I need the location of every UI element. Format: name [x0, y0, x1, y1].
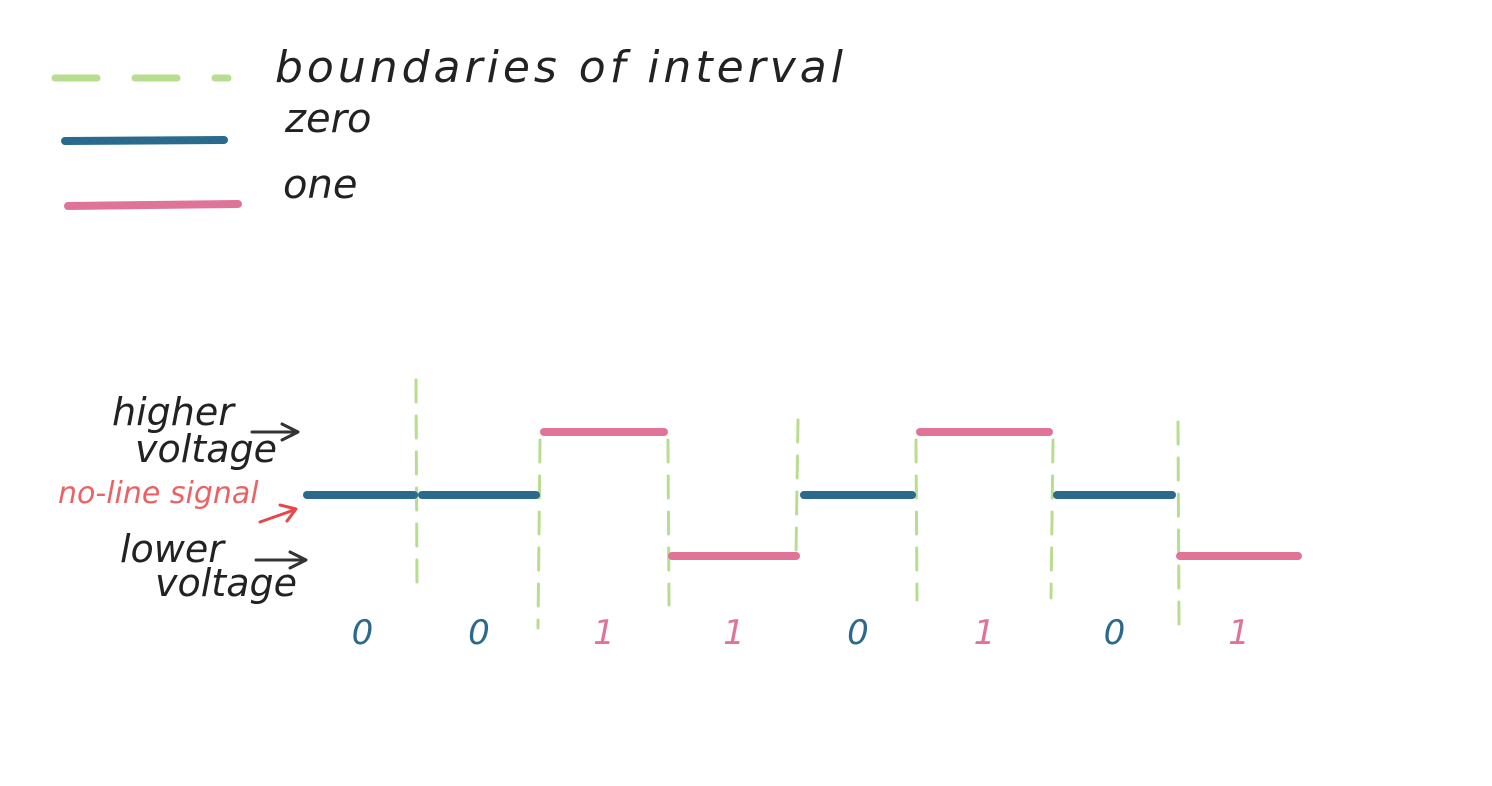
bit-label: 1	[593, 613, 615, 653]
bit-label: 0	[468, 613, 490, 653]
boundary-line	[414, 378, 419, 592]
bit-labels: 0 0 1 1 0 1 0 1	[352, 613, 1250, 653]
legend-zero-label: zero	[284, 96, 372, 142]
higher-voltage-label-line1: higher	[112, 390, 236, 434]
legend: boundaries of interval zero one	[51, 42, 847, 210]
bit-label: 0	[1104, 613, 1126, 653]
legend-one-label: one	[283, 162, 357, 208]
bit-label: 0	[847, 613, 869, 653]
legend-zero-swatch	[61, 136, 228, 145]
bit-label: 1	[1228, 613, 1250, 653]
boundary-line	[794, 418, 800, 557]
higher-voltage-arrow	[250, 422, 300, 442]
boundary-line	[536, 438, 542, 630]
legend-one-swatch	[64, 200, 242, 210]
lower-voltage-arrow	[254, 550, 308, 570]
signal-segments	[303, 428, 1302, 560]
boundary-line	[914, 438, 919, 602]
interval-boundaries	[414, 378, 1181, 630]
boundary-line	[1176, 420, 1181, 627]
lower-voltage-label-line1: lower	[120, 527, 226, 571]
higher-voltage-label-line2: voltage	[135, 427, 277, 471]
boundary-line	[666, 438, 671, 607]
bit-label: 0	[352, 613, 374, 653]
legend-boundary-label: boundaries of interval	[275, 42, 847, 93]
bit-label: 1	[723, 613, 745, 653]
boundary-line	[1049, 438, 1055, 600]
bit-label: 1	[974, 613, 996, 653]
voltage-annotations: higher voltage no-line signal lower volt…	[58, 390, 308, 605]
no-line-signal-label: no-line signal	[58, 476, 259, 511]
lower-voltage-label-line2: voltage	[155, 561, 297, 605]
no-line-signal-arrow	[258, 503, 298, 524]
